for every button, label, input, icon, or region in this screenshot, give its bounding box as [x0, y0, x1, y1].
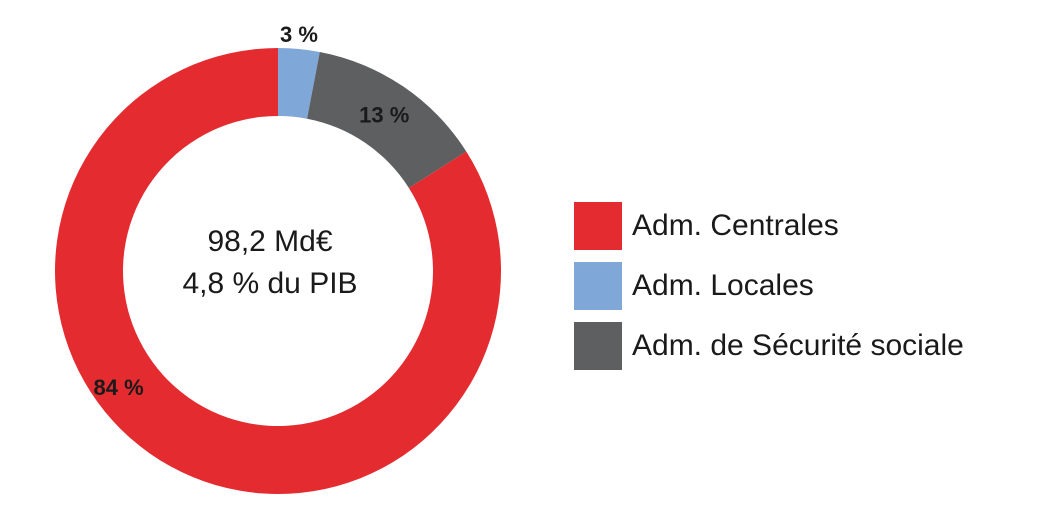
slice-locales: [278, 48, 320, 119]
center-total-value: 98,2 Md€: [207, 225, 332, 258]
legend-item-locales: Adm. Locales: [574, 256, 964, 316]
donut-slices: [55, 48, 502, 495]
legend-swatch-centrales: [574, 202, 622, 250]
legend-label-locales: Adm. Locales: [632, 269, 814, 302]
legend-swatch-locales: [574, 262, 622, 310]
slice-centrales: [55, 48, 502, 495]
legend-item-centrales: Adm. Centrales: [574, 196, 964, 256]
center-gdp-share: 4,8 % du PIB: [182, 267, 357, 300]
legend-label-securite-sociale: Adm. de Sécurité sociale: [632, 329, 964, 362]
slice-label-securite-sociale: 13 %: [359, 103, 409, 128]
slice-label-centrales: 84 %: [94, 375, 144, 400]
slice-securite-sociale: [307, 51, 467, 188]
legend-item-securite-sociale: Adm. de Sécurité sociale: [574, 316, 964, 376]
legend-swatch-securite-sociale: [574, 322, 622, 370]
legend: Adm. Centrales Adm. Locales Adm. de Sécu…: [574, 196, 964, 376]
slice-label-locales: 3 %: [280, 22, 318, 47]
slice-labels: 3 % 13 % 84 %: [94, 22, 410, 400]
legend-label-centrales: Adm. Centrales: [632, 209, 839, 242]
